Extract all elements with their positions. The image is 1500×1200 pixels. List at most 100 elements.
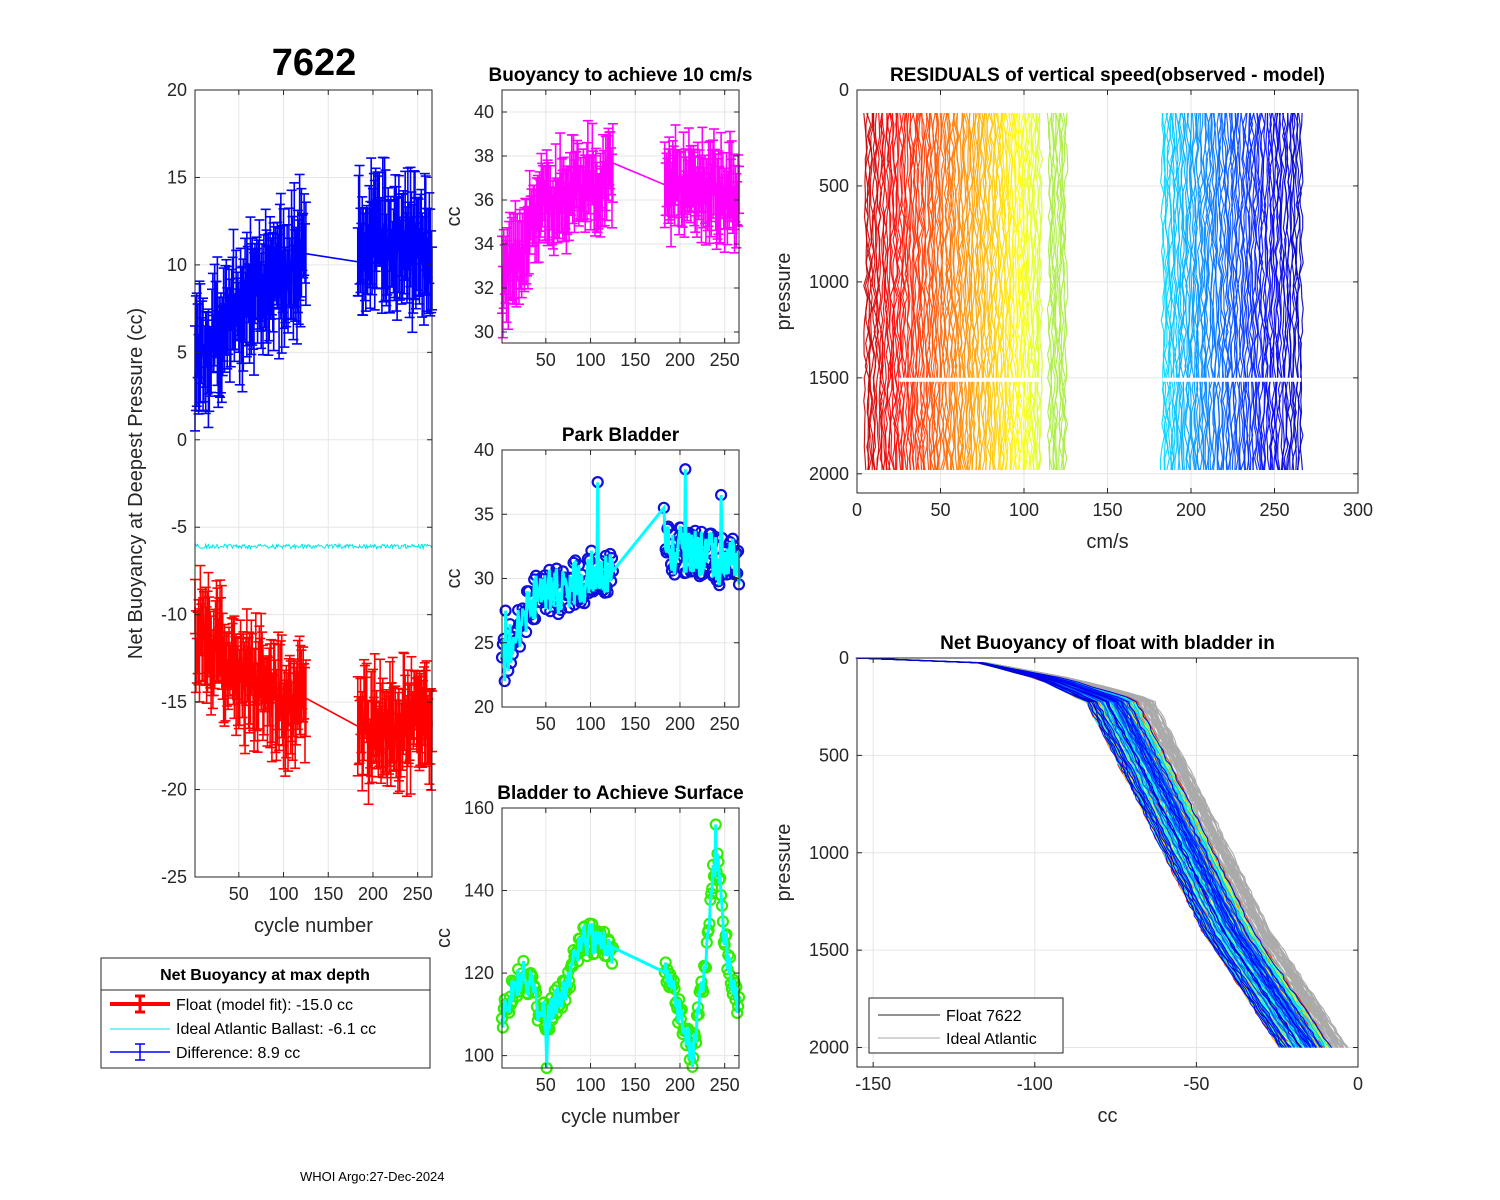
profile-legend: Float 7622 Ideal Atlantic [868, 997, 1064, 1054]
axes-box [856, 657, 1359, 1068]
x-tick-label: 200 [665, 714, 695, 734]
residual-profile [1241, 112, 1247, 471]
y-tick-label: 0 [839, 80, 849, 100]
residual-profile [961, 112, 967, 471]
float-profile [856, 657, 1326, 1048]
axes-box [501, 89, 740, 344]
axes-box [501, 449, 740, 708]
residual-profile [867, 113, 873, 471]
y-tick-label: 160 [464, 798, 494, 818]
float-profile [856, 657, 1312, 1048]
residual-profile [939, 112, 945, 471]
y-tick-label: 25 [474, 633, 494, 653]
y-tick-label: 100 [464, 1046, 494, 1066]
residual-profile [931, 112, 936, 471]
residual-profile [1288, 112, 1294, 471]
plot-content [495, 818, 746, 1075]
axes-box [501, 807, 740, 1069]
x-axis-label: cycle number [254, 915, 373, 937]
x-tick-label: 100 [1009, 500, 1039, 520]
residual-profile [894, 112, 900, 471]
residual-profile [1053, 112, 1059, 471]
residual-profile [1298, 112, 1304, 471]
residual-profile [1238, 112, 1244, 471]
residual-profile [1026, 112, 1032, 471]
x-tick-label: 250 [403, 884, 433, 904]
residual-profile [1195, 112, 1201, 471]
residual-profile [874, 112, 880, 471]
residual-profile [959, 112, 965, 471]
residual-profile [1054, 112, 1061, 471]
x-tick-label: 150 [620, 350, 650, 370]
residual-profile [1258, 112, 1264, 471]
ideal-profile [855, 657, 1337, 1048]
residual-profile [1263, 113, 1269, 471]
residual-profile [1193, 112, 1199, 471]
x-tick-label: 50 [930, 500, 950, 520]
residual-profile [1018, 112, 1024, 471]
float-profile [857, 657, 1295, 1048]
residual-profile [1228, 112, 1234, 471]
float-profile [856, 657, 1288, 1048]
residual-profile [999, 112, 1005, 471]
residual-profile [1201, 112, 1208, 471]
x-tick-label: 200 [1176, 500, 1206, 520]
x-tick-label: 200 [665, 1075, 695, 1095]
residual-profile [872, 112, 878, 471]
x-tick-label: 100 [576, 714, 606, 734]
residual-profile [1168, 112, 1174, 471]
y-tick-label: 1500 [809, 368, 849, 388]
y-tick-label: 500 [819, 745, 849, 765]
residual-profile [1021, 112, 1027, 471]
x-tick-label: 150 [1092, 500, 1122, 520]
data-line [501, 155, 740, 303]
x-tick-label: -100 [1017, 1074, 1053, 1094]
residual-profile [1188, 112, 1194, 471]
axes-frame: -150 -100 -50 0 0 500 1000 1500 2000 Net Buoyancy… [773, 633, 1363, 1127]
residual-profile [947, 112, 954, 471]
residual-profile [996, 112, 1002, 471]
x-tick-label: 50 [536, 350, 556, 370]
residual-profile [919, 112, 925, 470]
float-profile [856, 657, 1307, 1048]
residual-profile [973, 112, 979, 471]
plot-title: Buoyancy to achieve 10 cm/s [488, 65, 752, 86]
residual-profile [1276, 112, 1283, 471]
residual-profile [1196, 112, 1203, 471]
legend-entry-float: Float (model fit): -15.0 cc [176, 997, 353, 1014]
residual-profile [984, 112, 990, 471]
residual-profile [1261, 112, 1268, 471]
x-tick-label: 100 [576, 1075, 606, 1095]
series-park-bladder [495, 463, 746, 688]
y-tick-label: 0 [839, 648, 849, 668]
footer-credit: WHOI Argo:27-Dec-2024 [300, 1169, 445, 1184]
float-profile [856, 657, 1314, 1048]
y-tick-label: 30 [474, 322, 494, 342]
residual-profile [1216, 112, 1222, 471]
residual-profile [1248, 112, 1254, 471]
residual-profile [1233, 112, 1239, 471]
residual-profile [1268, 112, 1274, 471]
residual-profile [1190, 112, 1196, 471]
legend-entry-difference: Difference: 8.9 cc [176, 1045, 300, 1062]
plot-title: Net Buoyancy of float with bladder in [940, 633, 1275, 654]
residual-profile [884, 112, 890, 471]
x-tick-label: 250 [710, 714, 740, 734]
residual-profile [1180, 112, 1185, 471]
y-axis-label: cc [443, 207, 465, 227]
residual-profile [1266, 112, 1273, 471]
legend-box [100, 957, 431, 1069]
data-line [500, 824, 741, 1069]
residual-profile [877, 112, 883, 471]
y-tick-label: 1500 [809, 940, 849, 960]
series-surface-bladder [495, 818, 746, 1075]
axes-frame: 50 100 150 200 250 -25 -20 -15 -10 -5 0 5 10 15 20 cycl… [125, 80, 433, 937]
y-tick-label: 35 [474, 504, 494, 524]
residual-profile [979, 112, 985, 470]
residual-profile [1211, 112, 1217, 471]
residual-profile [912, 112, 919, 471]
residual-profile [971, 112, 977, 471]
y-tick-label: 1000 [809, 843, 849, 863]
legend-box [868, 997, 1064, 1054]
